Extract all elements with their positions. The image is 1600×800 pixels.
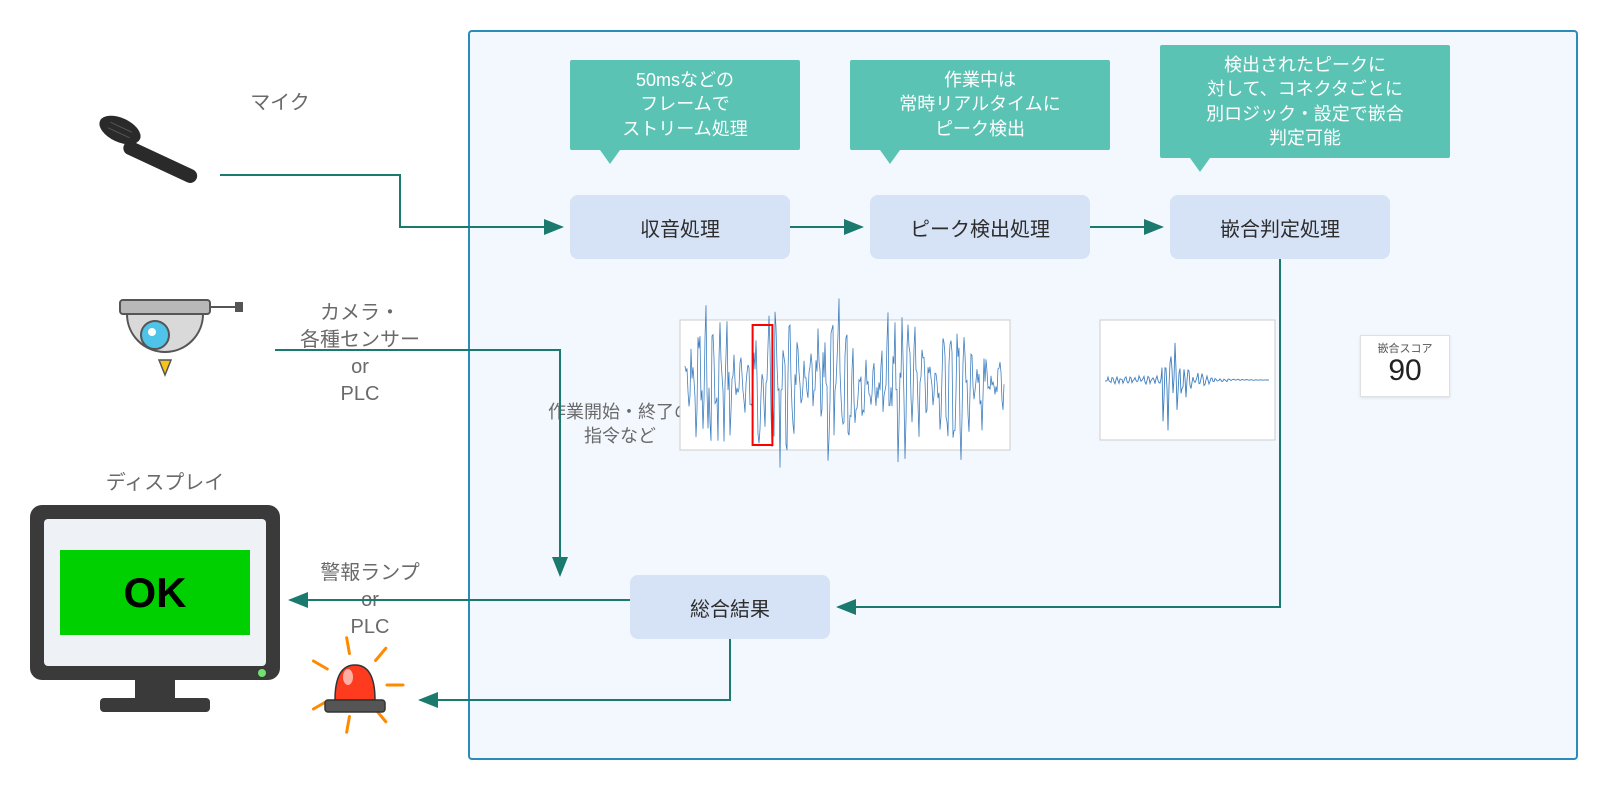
callout-fit-judgment: 検出されたピークに対して、コネクタごとに別ロジック・設定で嵌合判定可能 — [1160, 45, 1450, 158]
label-alarm-lamp: 警報ランプorPLC — [290, 560, 450, 641]
process-fit-judgment: 嵌合判定処理 — [1170, 195, 1390, 259]
callout-peak-detection: 作業中は常時リアルタイムにピーク検出 — [850, 60, 1110, 150]
monitor-icon: OK — [30, 505, 280, 712]
display-ok-text: OK — [124, 569, 187, 616]
label-display: ディスプレイ — [75, 470, 255, 497]
score-value: 90 — [1369, 356, 1441, 386]
label-microphone: マイク — [220, 90, 340, 117]
alarm-lamp-icon — [313, 638, 403, 733]
label-command: 作業開始・終了の指令など — [520, 400, 720, 449]
process-overall-result: 総合結果 — [630, 575, 830, 639]
callout-stream-processing: 50msなどのフレームでストリーム処理 — [570, 60, 800, 150]
label-camera-sensor: カメラ・各種センサーorPLC — [275, 300, 445, 408]
score-card: 嵌合スコア 90 — [1360, 335, 1450, 397]
process-sound-collection: 収音処理 — [570, 195, 790, 259]
process-peak-detection: ピーク検出処理 — [870, 195, 1090, 259]
microphone-icon — [95, 110, 199, 185]
camera-icon — [120, 300, 243, 375]
